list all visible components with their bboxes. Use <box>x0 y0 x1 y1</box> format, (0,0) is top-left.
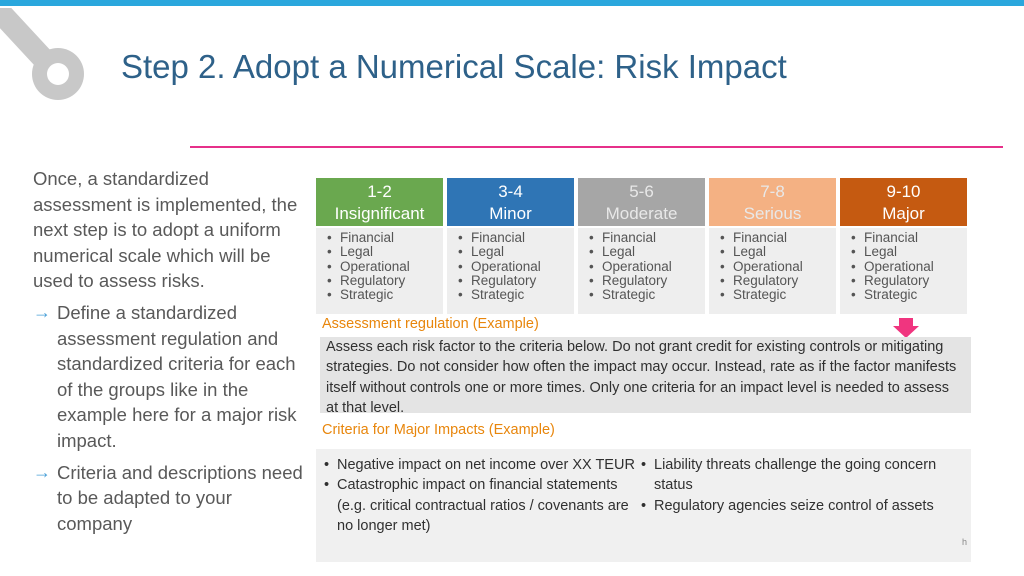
point-text: Criteria and descriptions need to be ada… <box>57 461 303 534</box>
impact-level-major: 9-10 Major Financial Legal Operational R… <box>840 178 967 314</box>
left-description: Once, a standardized assessment is imple… <box>33 166 303 536</box>
category-item: Legal <box>458 244 570 259</box>
level-range: 1-2 <box>367 182 392 201</box>
level-header: 1-2 Insignificant <box>316 178 443 226</box>
level-name: Major <box>882 204 925 223</box>
category-item: Legal <box>589 244 701 259</box>
level-header: 3-4 Minor <box>447 178 574 226</box>
category-item: Financial <box>327 230 439 245</box>
category-item: Legal <box>720 244 832 259</box>
major-criteria-box: Negative impact on net income over XX TE… <box>316 449 971 562</box>
assessment-label: Assessment regulation (Example) <box>322 316 539 332</box>
category-item: Legal <box>327 244 439 259</box>
level-categories: Financial Legal Operational Regulatory S… <box>709 228 836 314</box>
level-categories: Financial Legal Operational Regulatory S… <box>578 228 705 314</box>
criteria-item: Liability threats challenge the going co… <box>639 455 963 496</box>
category-item: Financial <box>458 230 570 245</box>
category-item: Operational <box>851 259 963 274</box>
level-range: 9-10 <box>886 182 921 201</box>
category-item: Regulatory <box>720 273 832 288</box>
arrow-right-icon: → <box>33 301 51 322</box>
level-name: Insignificant <box>334 204 425 223</box>
page-title: Step 2. Adopt a Numerical Scale: Risk Im… <box>121 48 787 85</box>
level-name: Serious <box>743 204 802 223</box>
point-text: Define a standardized assessment regulat… <box>57 301 297 451</box>
criteria-label: Criteria for Major Impacts (Example) <box>322 422 555 438</box>
category-item: Operational <box>458 259 570 274</box>
level-name: Moderate <box>605 204 678 223</box>
level-range: 3-4 <box>498 182 523 201</box>
category-item: Financial <box>720 230 832 245</box>
impact-scale-table: 1-2 Insignificant Financial Legal Operat… <box>316 178 967 314</box>
top-accent-bar <box>0 0 1024 6</box>
level-header: 9-10 Major <box>840 178 967 226</box>
point-item: → Define a standardized assessment regul… <box>33 300 303 454</box>
category-item: Strategic <box>327 287 439 302</box>
category-item: Operational <box>327 259 439 274</box>
level-header: 5-6 Moderate <box>578 178 705 226</box>
wrench-logo-icon <box>0 8 84 100</box>
intro-text: Once, a standardized assessment is imple… <box>33 168 298 292</box>
criteria-item: Catastrophic impact on financial stateme… <box>322 475 639 536</box>
category-item: Strategic <box>851 287 963 302</box>
criteria-item: Negative impact on net income over XX TE… <box>322 455 639 476</box>
category-item: Financial <box>589 230 701 245</box>
level-name: Minor <box>489 204 532 223</box>
level-categories: Financial Legal Operational Regulatory S… <box>840 228 967 314</box>
category-item: Strategic <box>458 287 570 302</box>
category-item: Operational <box>589 259 701 274</box>
level-categories: Financial Legal Operational Regulatory S… <box>447 228 574 314</box>
criteria-column-right: Liability threats challenge the going co… <box>639 455 963 562</box>
title-divider <box>190 146 1003 148</box>
level-header: 7-8 Serious <box>709 178 836 226</box>
assessment-regulation-text: Assess each risk factor to the criteria … <box>320 337 971 416</box>
impact-level-serious: 7-8 Serious Financial Legal Operational … <box>709 178 836 314</box>
category-item: Strategic <box>589 287 701 302</box>
criteria-item: Regulatory agencies seize control of ass… <box>639 496 963 517</box>
impact-level-insignificant: 1-2 Insignificant Financial Legal Operat… <box>316 178 443 314</box>
category-item: Operational <box>720 259 832 274</box>
category-item: Regulatory <box>327 273 439 288</box>
category-item: Financial <box>851 230 963 245</box>
category-item: Regulatory <box>589 273 701 288</box>
category-item: Regulatory <box>458 273 570 288</box>
level-range: 7-8 <box>760 182 785 201</box>
arrow-right-icon: → <box>33 461 51 482</box>
category-item: Regulatory <box>851 273 963 288</box>
point-item: → Criteria and descriptions need to be a… <box>33 460 303 537</box>
level-categories: Financial Legal Operational Regulatory S… <box>316 228 443 314</box>
page-marker: h <box>962 537 968 547</box>
impact-level-minor: 3-4 Minor Financial Legal Operational Re… <box>447 178 574 314</box>
criteria-column-left: Negative impact on net income over XX TE… <box>322 455 639 562</box>
level-range: 5-6 <box>629 182 654 201</box>
down-arrow-icon <box>893 318 919 338</box>
category-item: Strategic <box>720 287 832 302</box>
impact-level-moderate: 5-6 Moderate Financial Legal Operational… <box>578 178 705 314</box>
category-item: Legal <box>851 244 963 259</box>
